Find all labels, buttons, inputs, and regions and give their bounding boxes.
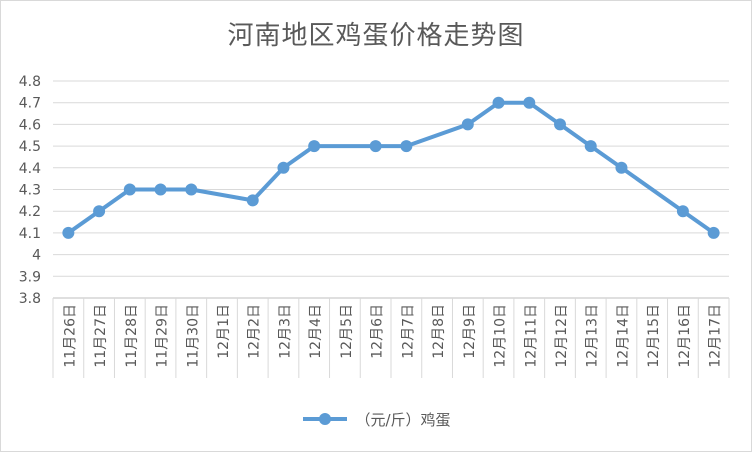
data-point [93,205,106,218]
x-tick-label: 11月29日 [155,304,171,368]
data-point [523,96,536,109]
x-tick-label: 12月4日 [308,304,324,359]
chart-title: 河南地区鸡蛋价格走势图 [227,21,525,51]
data-point [62,226,75,239]
data-point [615,161,628,174]
x-tick-label: 11月27日 [93,304,109,368]
y-tick-label: 4.5 [19,139,41,155]
data-point [185,183,198,196]
x-tick-label: 12月2日 [247,304,263,359]
legend-label: （元/斤）鸡蛋 [355,410,451,429]
x-tick-label: 12月15日 [646,304,662,368]
x-tick-label: 11月28日 [124,304,140,368]
data-point [676,205,689,218]
data-point [246,194,259,207]
data-point [400,140,413,153]
x-tick-label: 12月3日 [277,304,293,359]
y-tick-label: 3.9 [19,269,41,285]
x-tick-label: 12月11日 [523,304,539,368]
x-tick-label: 12月8日 [431,304,447,359]
data-point [308,140,321,153]
x-tick-label: 12月1日 [216,304,232,359]
data-point [707,226,720,239]
data-point [123,183,136,196]
x-tick-label: 12月10日 [493,304,509,368]
x-tick-label: 12月12日 [554,304,570,368]
data-point [461,118,474,131]
data-point [584,140,597,153]
y-tick-label: 4.2 [19,204,41,220]
y-tick-label: 4.1 [19,226,41,242]
y-tick-label: 4 [32,248,41,264]
y-tick-label: 4.6 [19,117,41,133]
legend: （元/斤）鸡蛋 [1,407,751,431]
x-tick-label: 12月6日 [370,304,386,359]
y-tick-label: 4.7 [19,96,41,112]
x-tick-label: 12月13日 [585,304,601,368]
data-point [554,118,566,131]
x-tick-label: 12月7日 [400,304,416,359]
y-tick-label: 4.4 [19,161,41,177]
y-tick-label: 4.3 [19,183,41,199]
x-tick-label: 11月26日 [62,304,78,368]
y-tick-label: 4.8 [19,74,41,90]
x-tick-label: 12月9日 [462,304,478,359]
x-tick-label: 12月17日 [708,304,724,368]
y-tick-label: 3.8 [19,291,41,307]
legend-marker [303,413,348,425]
data-point [277,161,290,174]
x-tick-label: 11月30日 [185,304,201,368]
data-point [369,140,382,153]
x-tick-label: 12月16日 [677,304,693,368]
data-point [492,96,505,109]
x-tick-label: 12月5日 [339,304,355,359]
x-tick-label: 12月14日 [615,304,631,368]
data-point [154,183,167,196]
